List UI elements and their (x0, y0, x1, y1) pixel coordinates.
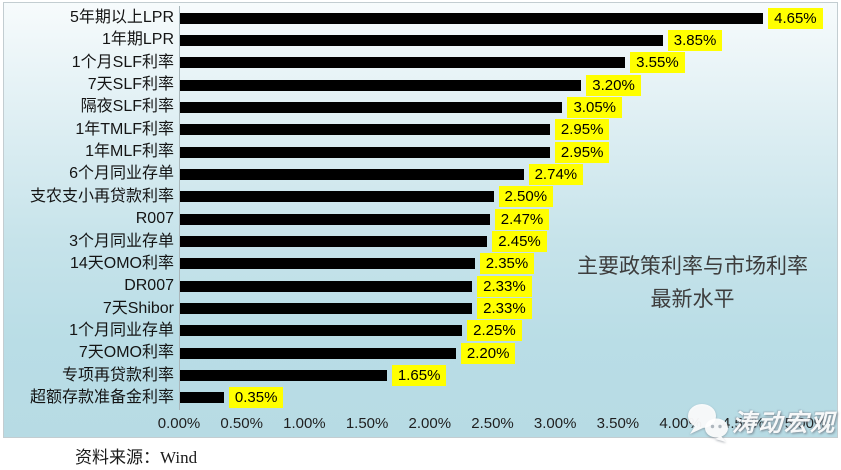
category-label: 1个月同业存单 (69, 321, 174, 339)
value-label: 2.35% (479, 253, 535, 275)
bar (180, 191, 494, 203)
watermark: 涛动宏观 (686, 397, 836, 443)
category-label: 支农支小再贷款利率 (29, 187, 174, 205)
chart-title-line1: 主要政策利率与市场利率 (577, 254, 808, 278)
chart-row: 1个月SLF利率 3.55% (4, 52, 837, 74)
value-label: 3.85% (667, 29, 723, 51)
bar (180, 57, 626, 69)
bar (180, 236, 488, 247)
category-label: 6个月同业存单 (69, 165, 174, 183)
value-label: 3.05% (567, 96, 623, 118)
chart-row: 6个月同业存单 2.74% (4, 163, 837, 185)
category-label: 1年期LPR (101, 31, 174, 49)
category-label: 专项再贷款利率 (61, 366, 174, 384)
bar (180, 213, 490, 225)
value-label: 3.55% (630, 52, 685, 74)
bar (180, 124, 550, 136)
bar (180, 101, 563, 113)
chart-row: R007 2.47% (4, 208, 837, 230)
value-label: 1.65% (391, 365, 447, 387)
chart-row: 7天SLF利率 3.20% (4, 74, 837, 96)
x-tick-label: 1.00% (283, 415, 326, 432)
x-axis: 0.00% 0.50% 1.00% 1.50% 2.00% 2.50% 3.00% 3.50%… (4, 415, 837, 435)
category-label: 超额存款准备金利率 (29, 388, 174, 406)
bar (180, 347, 456, 359)
bar (180, 325, 463, 337)
value-label: 0.35% (228, 387, 284, 409)
wechat-icon (688, 404, 728, 442)
value-label: 2.33% (477, 298, 532, 320)
chart-area: 5年期以上LPR 4.65% 1年期LPR 3.85% 1个月SLF利率 3.55% 7天S… (3, 2, 841, 442)
chart-row: 5年期以上LPR 4.65% (4, 7, 837, 29)
bar (180, 168, 524, 180)
category-label: 3个月同业存单 (69, 232, 174, 250)
value-label: 2.25% (467, 320, 522, 342)
source-label: 资料来源：Wind (75, 448, 198, 467)
bar (180, 303, 473, 315)
chart-title: 主要政策利率与市场利率 最新水平 (527, 250, 841, 316)
category-label: R007 (135, 210, 174, 228)
chart-row: 7天Shibor 2.33% (4, 298, 837, 320)
chart-row: 超额存款准备金利率 0.35% (4, 387, 837, 409)
value-label: 2.20% (460, 342, 516, 364)
value-label: 4.65% (768, 7, 823, 29)
value-label: 2.47% (494, 208, 550, 230)
category-label: 7天Shibor (102, 299, 174, 317)
x-tick-label: 3.00% (533, 415, 577, 432)
chart-row: 1年期LPR 3.85% (4, 29, 837, 51)
x-tick-label: 0.00% (157, 415, 201, 432)
chart-row: 14天OMO利率 2.35% (4, 253, 837, 275)
category-label: 14天OMO利率 (69, 254, 174, 272)
chart-row: 隔夜SLF利率 3.05% (4, 96, 837, 118)
x-tick-label: 0.50% (220, 415, 263, 432)
y-axis-line (179, 6, 180, 410)
category-label: 1个月SLF利率 (71, 53, 174, 71)
bar (180, 34, 663, 46)
chart-row: 1年MLF利率 2.95% (4, 141, 837, 163)
value-label: 2.95% (554, 141, 610, 163)
value-label: 2.50% (498, 186, 554, 208)
value-label: 2.45% (492, 231, 547, 252)
bar (180, 392, 224, 404)
bar (180, 370, 387, 382)
chart-row: 支农支小再贷款利率 2.50% (4, 186, 837, 208)
x-tick-label: 3.50% (596, 415, 640, 432)
chart-row: 1个月同业存单 2.25% (4, 320, 837, 342)
chart-title-line2: 最新水平 (650, 287, 735, 311)
bar (180, 79, 582, 91)
chart-row: 1年TMLF利率 2.95% (4, 119, 837, 141)
bar (180, 280, 473, 292)
value-label: 2.74% (528, 163, 584, 185)
category-label: 隔夜SLF利率 (80, 98, 174, 116)
category-label: 1年TMLF利率 (75, 120, 174, 138)
value-label: 2.95% (554, 119, 610, 141)
bar (180, 258, 475, 270)
value-label: 3.20% (586, 74, 641, 96)
x-tick-label: 5.00% (784, 415, 828, 432)
category-label: 5年期以上LPR (69, 9, 174, 26)
bar (180, 12, 764, 24)
chart-row: 3个月同业存单 2.45% (4, 231, 837, 253)
chart-row: 7天OMO利率 2.20% (4, 342, 837, 364)
chart-row: 专项再贷款利率 1.65% (4, 365, 837, 387)
x-tick-label: 2.00% (408, 415, 452, 432)
watermark-text: 涛动宏观 (732, 410, 836, 437)
category-label: 1年MLF利率 (85, 143, 174, 161)
x-tick-label: 4.50% (722, 415, 765, 432)
category-label: DR007 (124, 277, 174, 295)
bar (180, 146, 550, 158)
x-tick-label: 2.50% (471, 415, 514, 432)
category-label: 7天OMO利率 (78, 344, 174, 362)
value-label: 2.33% (477, 275, 532, 297)
chart-row: DR007 2.33% (4, 275, 837, 297)
x-tick-label: 1.50% (345, 415, 389, 432)
category-label: 7天SLF利率 (87, 76, 174, 94)
